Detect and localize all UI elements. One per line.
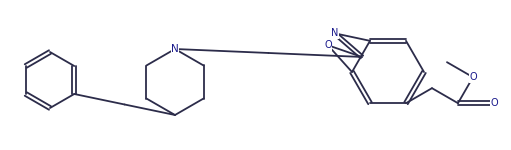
Text: N: N bbox=[171, 44, 179, 54]
Text: O: O bbox=[490, 98, 498, 108]
Text: O: O bbox=[324, 40, 332, 50]
Text: O: O bbox=[469, 72, 477, 82]
Text: N: N bbox=[331, 28, 338, 38]
